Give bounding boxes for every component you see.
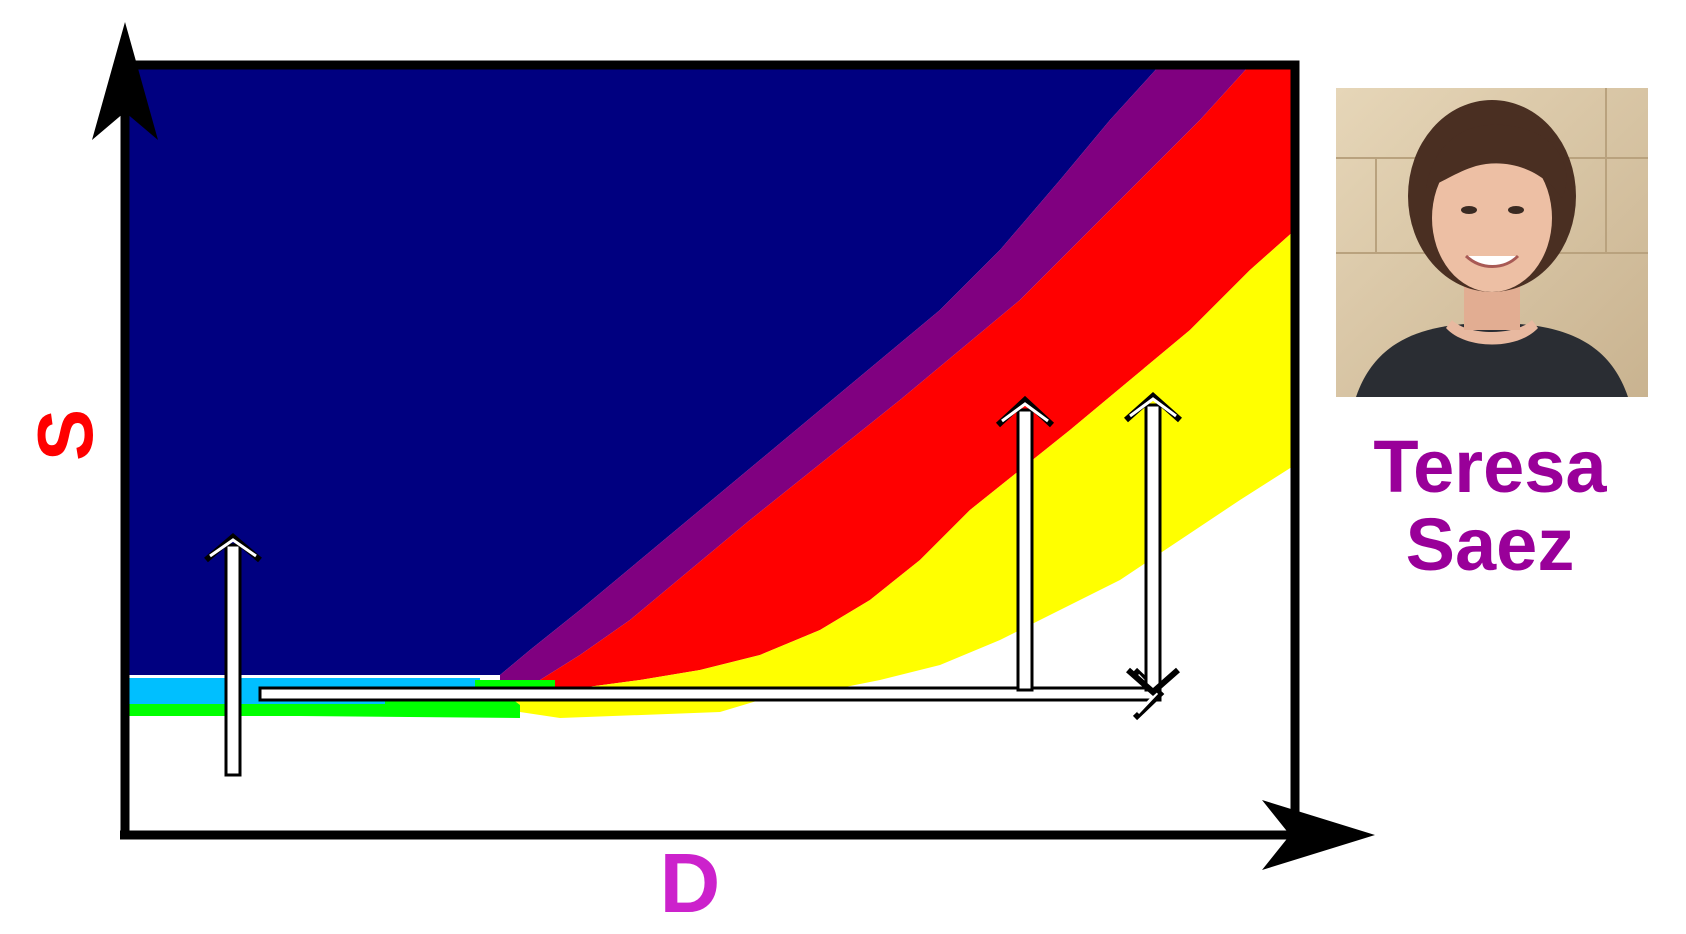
right-double-arrow	[1124, 391, 1182, 696]
person-name: Teresa Saez	[1310, 428, 1670, 584]
left-vertical-arrow	[204, 533, 262, 777]
x-axis-arrowhead	[1262, 800, 1375, 870]
y-axis	[92, 22, 158, 835]
portrait-photo	[1336, 88, 1648, 397]
x-axis-label: D	[659, 836, 721, 930]
process-arrows	[204, 391, 1182, 777]
middle-vertical-arrow	[995, 395, 1055, 692]
portrait-photo-icon	[1336, 88, 1648, 397]
red-region	[500, 65, 1295, 690]
y-axis-arrowhead	[92, 22, 158, 140]
phase-regions	[125, 65, 1295, 835]
horizontal-arrow	[258, 667, 1165, 721]
green-strip-mid	[475, 680, 555, 690]
dark-blue-region	[125, 65, 1160, 675]
last-name: Saez	[1405, 503, 1575, 586]
first-name: Teresa	[1373, 425, 1607, 508]
purple-region	[500, 65, 1250, 690]
x-axis	[120, 800, 1375, 870]
y-axis-label: S	[21, 408, 109, 462]
yellow-region	[500, 230, 1295, 718]
